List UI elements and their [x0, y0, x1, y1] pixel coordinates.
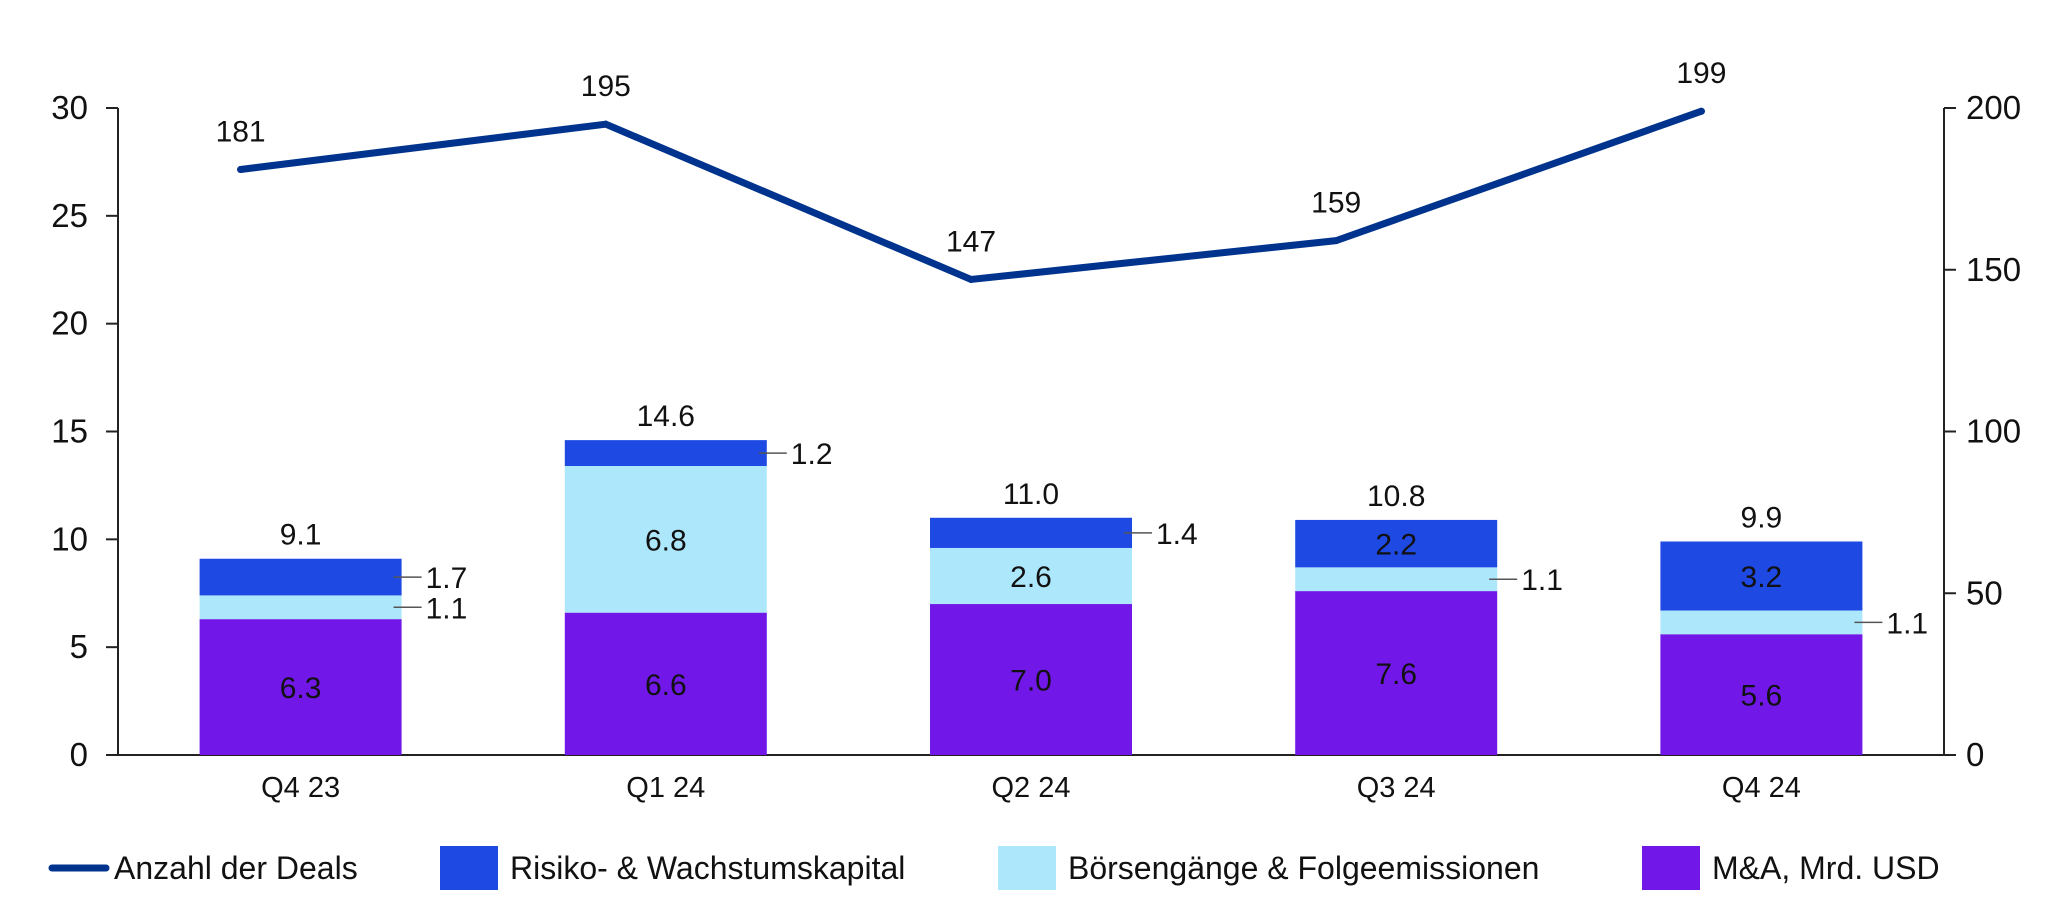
x-tick-label: Q4 24: [1722, 772, 1801, 804]
deals-value-label: 147: [946, 225, 996, 258]
deals-point: [1697, 107, 1705, 115]
bar-value-label: 2.2: [1375, 529, 1417, 562]
bar-segment: [930, 517, 1132, 548]
bar-total-label: 14.6: [637, 400, 695, 433]
bar-value-label: 2.6: [1010, 561, 1052, 594]
y2-tick-label: 100: [1966, 413, 2021, 450]
x-tick-label: Q3 24: [1357, 772, 1436, 804]
legend-label: Anzahl der Deals: [114, 850, 358, 886]
deals-value-label: 199: [1676, 57, 1726, 90]
bar-segment: [564, 612, 767, 755]
bar-total-label: 11.0: [1003, 478, 1059, 511]
y-tick-label: 10: [51, 520, 88, 557]
bar-segment: [930, 604, 1132, 755]
legend-label: Risiko- & Wachstumskapital: [510, 850, 905, 886]
bar-segment: [199, 558, 402, 596]
y2-tick-label: 50: [1966, 574, 2003, 611]
legend-box-swatch: [998, 846, 1056, 890]
bar-value-label: 7.6: [1375, 658, 1417, 691]
y-tick-label: 25: [51, 197, 88, 234]
bar-segment: [199, 595, 402, 620]
x-tick-label: Q1 24: [626, 772, 705, 804]
bar-segment: [1295, 591, 1498, 755]
bar-value-label: 1.1: [1886, 607, 1928, 640]
bar-segment: [1660, 610, 1863, 635]
bar-value-label: 6.6: [645, 669, 687, 702]
bar-segment: [930, 547, 1132, 605]
deals-point: [237, 165, 245, 173]
bar-value-label: 6.3: [280, 672, 322, 705]
bar-value-label: 1.1: [1521, 564, 1563, 597]
bar-total-label: 9.9: [1741, 501, 1783, 534]
deals-value-label: 181: [216, 115, 266, 148]
bar-total-label: 9.1: [280, 519, 322, 552]
y-tick-label: 5: [70, 628, 88, 665]
y2-tick-label: 200: [1966, 89, 2021, 126]
bar-total-label: 10.8: [1367, 480, 1425, 513]
bar-segment: [564, 466, 767, 613]
y-tick-label: 20: [51, 305, 88, 342]
bar-value-label: 1.4: [1156, 518, 1198, 551]
bar-segment: [1660, 541, 1863, 611]
bar-segment: [564, 440, 767, 467]
bar-value-label: 1.7: [426, 562, 468, 595]
x-tick-label: Q4 23: [261, 772, 340, 804]
bar-segment: [199, 619, 402, 755]
bar-value-label: 7.0: [1010, 665, 1052, 698]
bar-segment: [1660, 634, 1863, 755]
bar-value-label: 3.2: [1741, 561, 1783, 594]
bar-value-label: 1.1: [426, 592, 468, 625]
legend-box-swatch: [1642, 846, 1700, 890]
deals-point: [1332, 237, 1340, 245]
legend-label: Börsengänge & Folgeemissionen: [1068, 850, 1539, 886]
y-tick-label: 30: [51, 89, 88, 126]
legend-label: M&A, Mrd. USD: [1712, 850, 1940, 886]
bar-segment: [1295, 567, 1498, 592]
bar-value-label: 5.6: [1741, 680, 1783, 713]
deals-value-label: 159: [1311, 187, 1361, 220]
deals-value-label: 195: [581, 70, 631, 103]
bar-value-label: 6.8: [645, 524, 687, 557]
deals-point: [967, 275, 975, 283]
y-tick-label: 0: [70, 736, 88, 773]
legend-box-swatch: [440, 846, 498, 890]
x-tick-label: Q2 24: [992, 772, 1071, 804]
y2-tick-label: 0: [1966, 736, 1984, 773]
bar-segment: [1295, 519, 1498, 568]
y-tick-label: 15: [51, 413, 88, 450]
y2-tick-label: 150: [1966, 251, 2021, 288]
deals-point: [602, 120, 610, 128]
bar-value-label: 1.2: [791, 438, 833, 471]
